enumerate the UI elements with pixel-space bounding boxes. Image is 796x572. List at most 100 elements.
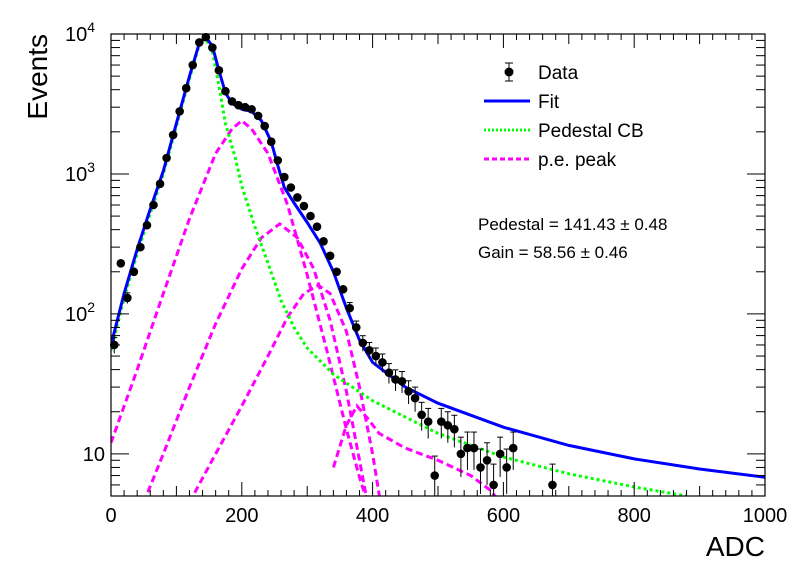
annotation-gain-value: 0.46 bbox=[595, 243, 628, 262]
data-point bbox=[436, 417, 446, 426]
data-point bbox=[450, 424, 459, 434]
x-axis-title: ADC bbox=[706, 531, 765, 562]
legend-label: Pedestal CB bbox=[538, 121, 644, 142]
annotation-gain-pm: ± bbox=[581, 243, 590, 262]
legend-label: Fit bbox=[538, 92, 560, 113]
data-point bbox=[136, 242, 145, 252]
data-point bbox=[443, 421, 453, 430]
legend-label: p.e. peak bbox=[538, 150, 617, 171]
svg-text:Pedestal = 141.43 ±: Pedestal = 141.43 ± 0.48 bbox=[478, 215, 667, 234]
data-point bbox=[306, 211, 315, 221]
data-point bbox=[345, 303, 355, 313]
svg-text:Gain = 58.56 ± 0.4: Gain = 58.56 ± 0.46 bbox=[478, 243, 628, 262]
data-point bbox=[266, 137, 276, 147]
axes-layer: 0 200 400 600 800 1000 10 102 103 104 bbox=[65, 19, 787, 527]
x-tick-label: 600 bbox=[487, 505, 520, 527]
data-point bbox=[299, 201, 309, 211]
legend-label: Data bbox=[538, 63, 579, 84]
data-point bbox=[227, 97, 237, 106]
data-point bbox=[397, 376, 407, 386]
data-point bbox=[149, 200, 158, 210]
data-point bbox=[371, 351, 381, 361]
data-point bbox=[502, 463, 511, 472]
annotation-pedestal: Pedestal = 141.43 ± 0.48 bbox=[478, 215, 667, 234]
annotation-pedestal-value: 0.48 bbox=[634, 215, 667, 234]
data-point bbox=[240, 102, 250, 112]
data-point bbox=[476, 463, 485, 472]
data-point bbox=[221, 86, 230, 96]
fit-curve bbox=[111, 34, 765, 479]
x-tick-label: 400 bbox=[356, 505, 389, 527]
data-point bbox=[168, 130, 178, 140]
annotation-gain-text: Gain = 58.56 bbox=[478, 243, 576, 262]
data-point bbox=[463, 443, 472, 453]
data-point bbox=[194, 38, 204, 47]
data-point bbox=[338, 284, 348, 294]
data-point bbox=[253, 111, 263, 121]
y-tick-label: 103 bbox=[65, 159, 95, 186]
annotation-pedestal-text: Pedestal = 141.43 bbox=[478, 215, 616, 234]
data-point bbox=[508, 443, 518, 453]
x-tick-label: 0 bbox=[105, 505, 116, 527]
legend-data-marker bbox=[504, 67, 514, 77]
data-point bbox=[208, 43, 217, 52]
y-axis-title: Events bbox=[22, 34, 53, 120]
data-point bbox=[129, 267, 139, 277]
data-point bbox=[325, 251, 335, 261]
data-point bbox=[423, 417, 433, 426]
y-tick-label: 104 bbox=[65, 19, 95, 46]
data-point bbox=[332, 267, 341, 277]
x-tick-label: 200 bbox=[225, 505, 258, 527]
data-point bbox=[404, 386, 413, 396]
data-point bbox=[286, 183, 296, 192]
pe-peak-curve-1 bbox=[111, 118, 367, 496]
pe-peak-curve-2 bbox=[144, 222, 368, 496]
data-point bbox=[456, 449, 466, 459]
legend: Data Fit Pedestal CB p.e. peak bbox=[484, 62, 644, 171]
data-point bbox=[280, 172, 289, 182]
data-point bbox=[430, 471, 440, 480]
y-tick-label: 102 bbox=[65, 299, 95, 326]
data-point bbox=[391, 375, 400, 384]
data-point bbox=[260, 121, 269, 131]
x-tick-label: 1000 bbox=[743, 505, 788, 527]
data-point bbox=[495, 449, 505, 459]
data-point bbox=[378, 358, 387, 367]
data-point bbox=[410, 393, 420, 403]
data-point bbox=[469, 443, 479, 453]
annotation-gain: Gain = 58.56 ± 0.46 bbox=[478, 243, 628, 262]
data-point bbox=[201, 32, 211, 42]
pe-peak-curve-3 bbox=[191, 283, 381, 496]
data-point bbox=[365, 345, 374, 355]
data-point bbox=[293, 193, 302, 202]
data-point bbox=[384, 368, 394, 378]
data-point bbox=[214, 66, 224, 75]
pedestal-cb-curve bbox=[111, 35, 687, 496]
data-point bbox=[116, 258, 126, 268]
data-point bbox=[548, 480, 557, 490]
data-point bbox=[417, 410, 426, 420]
data-point bbox=[155, 179, 165, 189]
data-point bbox=[188, 60, 198, 70]
annotation-pedestal-pm: ± bbox=[620, 215, 629, 234]
y-tick-label: 10 bbox=[83, 444, 105, 466]
data-point bbox=[181, 83, 191, 93]
data-point bbox=[351, 323, 361, 332]
data-point bbox=[142, 220, 152, 230]
series-layer bbox=[111, 34, 765, 496]
data-point bbox=[234, 100, 243, 110]
data-point bbox=[162, 153, 171, 163]
data-point bbox=[247, 104, 256, 114]
data-point bbox=[482, 455, 492, 465]
data-point bbox=[175, 107, 184, 116]
data-layer bbox=[109, 32, 557, 496]
data-point bbox=[312, 222, 322, 231]
data-point bbox=[358, 338, 368, 348]
data-point bbox=[123, 293, 132, 303]
data-point bbox=[319, 237, 328, 246]
data-point bbox=[273, 156, 283, 165]
data-point bbox=[489, 480, 498, 490]
plot-frame bbox=[110, 33, 766, 497]
x-tick-label: 800 bbox=[618, 505, 651, 527]
